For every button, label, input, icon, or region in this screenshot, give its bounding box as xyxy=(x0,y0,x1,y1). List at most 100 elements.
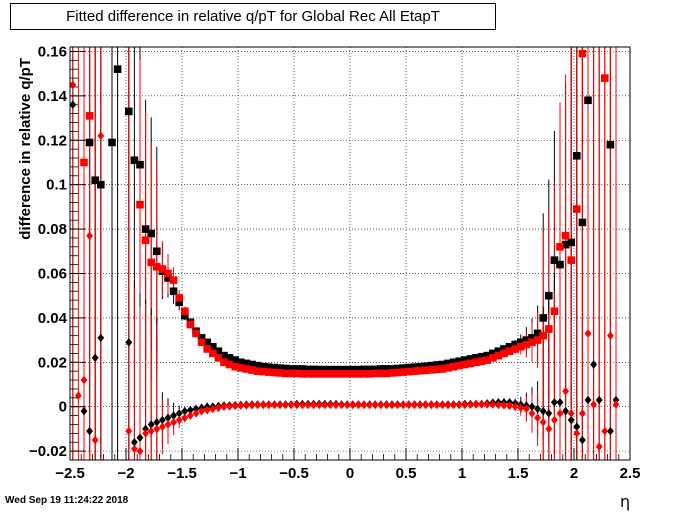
data-point-square xyxy=(343,365,351,374)
data-point-diamond xyxy=(315,400,323,410)
data-point-diamond xyxy=(164,420,172,429)
data-point-diamond xyxy=(584,329,592,338)
data-point-diamond xyxy=(170,411,177,420)
y-tick-label: 0.04 xyxy=(38,310,68,327)
data-point-square xyxy=(153,247,161,256)
data-point-diamond xyxy=(287,400,295,410)
data-point-square xyxy=(186,320,195,329)
data-point-diamond xyxy=(209,404,217,414)
data-point-diamond xyxy=(248,400,256,410)
data-point-square xyxy=(209,349,217,358)
data-point-square xyxy=(433,365,441,374)
x-tick-label: −1 xyxy=(229,465,246,482)
data-point-diamond xyxy=(136,446,144,456)
data-point-square xyxy=(276,369,284,377)
y-tick-label: 0.08 xyxy=(38,221,67,238)
data-point-square xyxy=(91,176,99,185)
data-point-square xyxy=(472,354,480,362)
x-tick-label: −2.5 xyxy=(55,465,85,482)
data-point-square xyxy=(203,338,211,347)
data-point-square xyxy=(371,365,379,374)
data-point-square xyxy=(556,260,564,269)
data-point-square xyxy=(259,362,267,371)
y-tick-label: 0 xyxy=(59,399,67,416)
data-point-square xyxy=(259,367,267,376)
data-point-diamond xyxy=(349,400,357,410)
data-point-diamond xyxy=(556,397,564,407)
data-point-square xyxy=(522,340,531,349)
data-point-square xyxy=(388,369,396,377)
data-point-square xyxy=(113,65,122,74)
data-point-square xyxy=(388,365,396,373)
data-point-square xyxy=(337,365,346,374)
data-point-square xyxy=(466,359,475,368)
data-point-square xyxy=(315,370,323,378)
data-point-square xyxy=(332,365,340,374)
data-point-diamond xyxy=(97,131,105,141)
data-point-square xyxy=(489,354,497,362)
data-point-square xyxy=(494,351,503,360)
data-point-diamond xyxy=(215,403,222,413)
data-point-square xyxy=(197,338,206,347)
data-point-square xyxy=(253,361,262,370)
data-point-square xyxy=(270,363,279,372)
data-point-diamond xyxy=(131,444,138,454)
data-point-diamond xyxy=(506,401,513,411)
data-point-square xyxy=(505,347,514,355)
data-point-square xyxy=(567,256,575,264)
data-point-square xyxy=(175,298,183,307)
data-point-diamond xyxy=(450,400,457,410)
data-point-square xyxy=(293,369,301,378)
data-point-square xyxy=(416,366,424,375)
data-point-diamond xyxy=(80,375,88,385)
data-point-square xyxy=(321,370,329,378)
data-point-square xyxy=(545,291,553,300)
data-point-square xyxy=(136,160,144,169)
data-point-diamond xyxy=(539,417,547,427)
data-point-square xyxy=(578,49,587,58)
data-point-square xyxy=(438,365,447,373)
data-point-square xyxy=(80,158,88,167)
data-point-square xyxy=(248,366,256,374)
data-point-square xyxy=(393,368,402,377)
data-point-square xyxy=(455,361,463,370)
data-point-diamond xyxy=(187,411,194,420)
data-point-diamond xyxy=(590,400,597,409)
data-point-square xyxy=(427,366,435,374)
data-point-diamond xyxy=(97,333,105,343)
data-point-square xyxy=(449,358,458,367)
data-point-diamond xyxy=(517,403,525,413)
axes: −2.5 −2 −1.5 −1 −0.5 0 0.5 1 1.5 2 2.5 −0.02 0 0.02 0.… xyxy=(29,43,640,482)
data-point-diamond xyxy=(366,400,373,410)
data-point-diamond xyxy=(399,400,407,410)
data-point-diamond xyxy=(327,400,334,410)
x-tick-label: 2 xyxy=(570,465,578,482)
data-point-diamond xyxy=(343,400,351,410)
data-point-diamond xyxy=(590,360,597,369)
data-point-diamond xyxy=(86,426,93,436)
data-point-square xyxy=(399,368,407,376)
y-tick-label: −0.02 xyxy=(29,443,67,460)
data-point-diamond xyxy=(142,424,149,434)
data-point-square xyxy=(606,140,615,149)
data-point-square xyxy=(360,365,368,374)
data-point-square xyxy=(517,338,525,347)
data-point-diamond xyxy=(159,415,166,425)
data-point-square xyxy=(477,357,486,365)
data-point-diamond xyxy=(125,426,133,436)
data-point-square xyxy=(136,200,144,209)
data-point-diamond xyxy=(511,402,519,412)
data-point-diamond xyxy=(187,405,194,415)
data-point-diamond xyxy=(483,400,491,409)
data-point-diamond xyxy=(523,404,530,414)
data-point-square xyxy=(108,138,116,147)
data-point-diamond xyxy=(175,409,183,418)
data-point-square xyxy=(164,269,172,278)
data-point-diamond xyxy=(607,331,614,340)
data-point-square xyxy=(147,258,155,267)
data-point-square xyxy=(449,362,458,371)
data-point-square xyxy=(147,229,155,238)
data-point-square xyxy=(197,334,206,342)
data-point-square xyxy=(281,369,290,378)
